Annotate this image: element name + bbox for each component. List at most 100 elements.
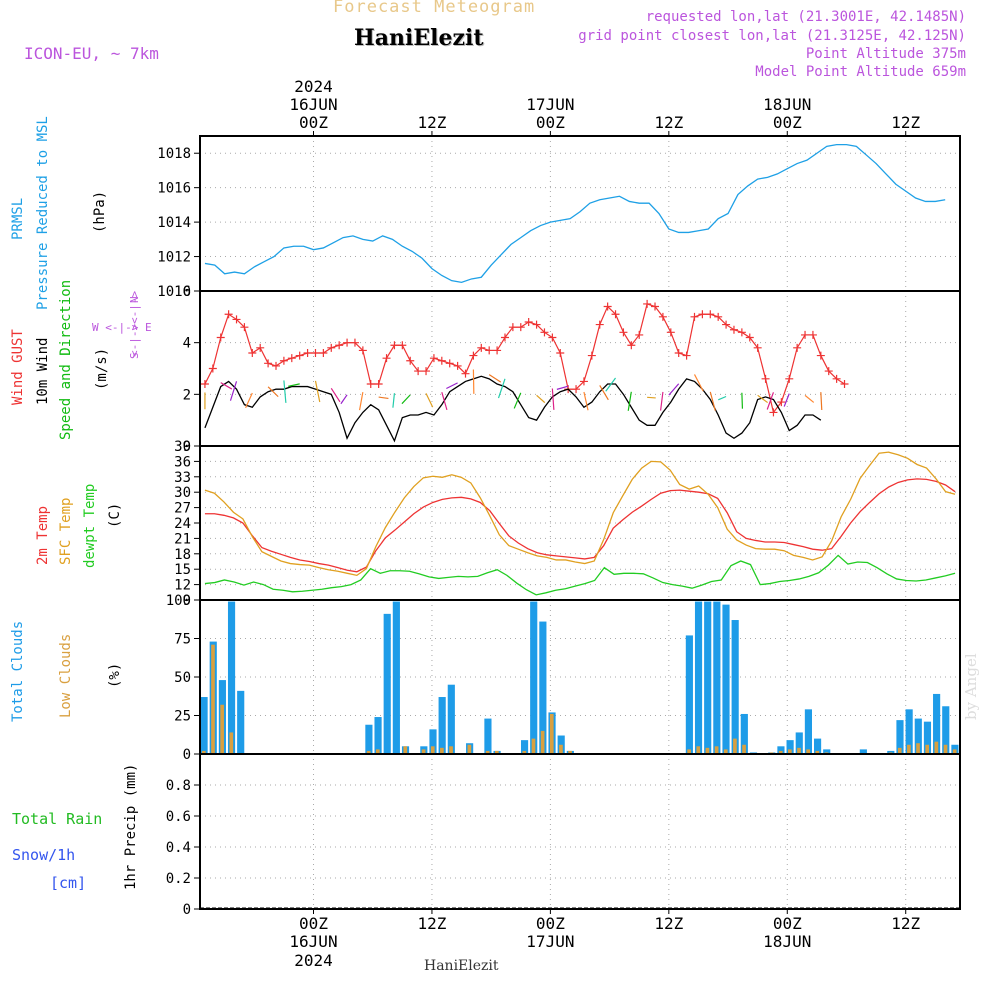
wind-direction-arrow	[245, 392, 253, 409]
wind-gust-marker	[295, 351, 304, 360]
wind-direction-arrow	[446, 382, 458, 390]
total-clouds-bar	[520, 740, 529, 754]
total-clouds-bar	[859, 749, 867, 754]
wind-gust-marker	[635, 330, 644, 339]
total-clouds-bar	[392, 601, 400, 754]
wind-direction-arrow	[551, 388, 555, 410]
wind-gust-marker	[216, 333, 225, 342]
wind-gust-marker	[808, 330, 817, 339]
low-clouds-bar	[485, 750, 490, 754]
compass-n: N	[128, 296, 141, 303]
wind-gust-marker	[840, 380, 849, 388]
wind-gust-marker	[500, 333, 509, 342]
wind-direction-arrow	[425, 393, 434, 408]
temp-series-line	[204, 554, 956, 596]
y-tick-label: 15	[174, 562, 191, 578]
y-tick-label: 6	[183, 284, 191, 300]
wind-gust-marker	[698, 310, 707, 319]
low-clouds-bar	[714, 746, 719, 754]
top-date-label: 18JUN	[763, 95, 811, 114]
compass-w-e: W <-|-> E	[92, 321, 152, 334]
wind-gust-marker	[461, 369, 470, 378]
bottom-time-label: 12Z	[654, 914, 683, 933]
low-clouds-bar	[440, 747, 444, 754]
wind-direction-arrow	[659, 391, 664, 411]
prmsl-label: PRMSL	[10, 198, 26, 240]
wind-direction-arrow	[340, 394, 348, 405]
wind-direction-arrow	[220, 382, 233, 390]
wind-gust-marker	[422, 367, 431, 376]
wind-gust-marker	[603, 302, 612, 311]
y-tick-label: 18	[174, 547, 191, 563]
wind-gust-marker	[643, 299, 652, 308]
wind-gust-marker	[327, 343, 336, 352]
wind-direction-arrow	[401, 394, 411, 405]
y-tick-label: 9	[183, 593, 191, 609]
low-clouds-bar	[705, 747, 710, 754]
y-tick-label: 36	[174, 454, 191, 470]
low-clouds-bar	[449, 746, 453, 754]
low-clouds-bar	[806, 749, 810, 754]
total-clouds-bar	[438, 697, 446, 754]
temp-sfc-label: SFC Temp	[58, 498, 74, 565]
y-tick-label: 75	[174, 632, 191, 648]
wind-gust-marker	[516, 323, 525, 332]
wind-gust-marker	[548, 333, 557, 342]
total-clouds-bar	[731, 620, 739, 754]
temp-dewpt-label: dewpt Temp	[82, 484, 98, 568]
point-altitude: Point Altitude 375m	[805, 46, 966, 62]
bottom-time-label: 12Z	[417, 914, 446, 933]
compass-n-arrow: <-|->	[128, 291, 141, 324]
wind-direction-arrow	[497, 378, 506, 399]
wind-gust-marker	[240, 323, 249, 332]
total-clouds-bar	[484, 718, 492, 754]
wind-gust-marker	[390, 341, 399, 350]
wind-direction-arrow	[556, 385, 569, 390]
panel-frame	[199, 135, 961, 292]
y-tick-label: 1010	[157, 284, 191, 300]
wind-direction-arrow	[267, 386, 279, 398]
total-clouds-bar	[694, 601, 703, 754]
low-clouds-bar	[733, 738, 737, 754]
wind-direction-arrow	[647, 396, 656, 399]
bottom-date-label: 17JUN	[526, 932, 574, 951]
low-clouds-bar	[403, 746, 408, 754]
total-clouds-bar	[942, 706, 950, 754]
low-clouds-bar	[467, 744, 472, 754]
prmsl-units: (hPa)	[92, 191, 108, 233]
wind-gust-marker	[785, 374, 794, 383]
wind-gust-marker	[769, 408, 778, 417]
wind-direction-arrow	[783, 393, 790, 407]
wind-gust-marker	[595, 320, 604, 329]
model-label: ICON-EU, ~ 7km	[24, 44, 159, 63]
total-clouds-bar	[374, 717, 382, 754]
wind-gust-marker	[682, 351, 691, 360]
wind-gust-marker	[587, 351, 596, 360]
wind-gust-label: Wind GUST	[10, 329, 26, 405]
low-clouds-bar	[522, 750, 527, 754]
panel-frame	[199, 290, 961, 447]
wind-direction-arrow	[488, 374, 502, 383]
wind-gust-marker	[319, 349, 328, 357]
wind-direction-arrow	[513, 392, 522, 409]
wind-gust-marker	[366, 380, 375, 388]
total-clouds-bar	[530, 601, 538, 754]
low-clouds-bar	[788, 749, 792, 754]
low-clouds-bar	[540, 730, 545, 754]
wind-gust-marker	[627, 341, 636, 350]
wind-direction-arrow	[668, 383, 680, 396]
total-clouds-label: Total Clouds	[10, 621, 26, 722]
low-clouds-bar	[696, 746, 701, 754]
low-clouds-bar	[934, 741, 939, 754]
y-tick-label: 30	[174, 485, 191, 501]
wind-gust-marker	[706, 310, 715, 319]
y-tick-label: 100	[166, 593, 191, 609]
total-clouds-bar	[447, 684, 455, 754]
bottom-time-label: 12Z	[891, 914, 920, 933]
low-clouds-bar	[952, 749, 957, 754]
low-clouds-bar	[229, 732, 234, 754]
y-tick-label: 0.6	[166, 809, 191, 825]
wind-gust-marker	[311, 349, 320, 357]
total-clouds-bar	[539, 621, 547, 754]
y-tick-label: 1018	[157, 146, 191, 162]
